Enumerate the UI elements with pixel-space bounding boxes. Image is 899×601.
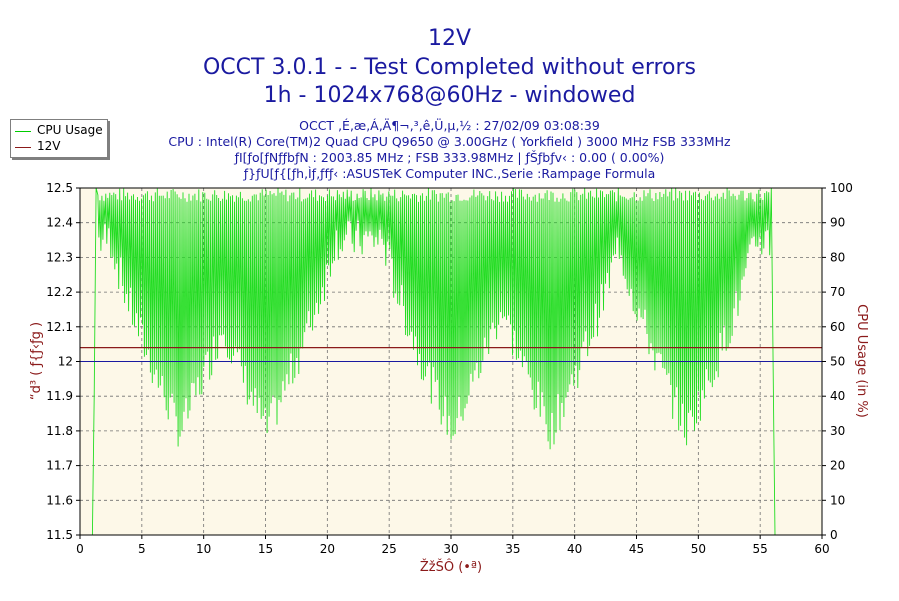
info-line-2: CPU : Intel(R) Core(TM)2 Quad CPU Q9650 … (168, 134, 731, 149)
x-tick-label-11: 55 (753, 542, 768, 556)
y-right-tick-label-4: 40 (830, 389, 845, 403)
y-left-tick-label-4: 11.9 (46, 389, 73, 403)
legend-label-12v: 12V (37, 139, 61, 153)
info-line-1: OCCT ‚É‚æ‚Á‚Ä¶¬‚³‚ê‚Ü‚µ‚½ : 27/02/09 03:… (299, 118, 600, 133)
x-tick-label-0: 0 (76, 542, 84, 556)
legend-item-12v: 12V (15, 139, 105, 155)
x-tick-label-4: 20 (320, 542, 335, 556)
x-tick-label-1: 5 (138, 542, 146, 556)
y-right-tick-label-3: 30 (830, 424, 845, 438)
info-line-4: ƒ}ƒU[ƒ{[ƒh‚Ìƒ‚ƒfƒ‹ :ASUSTeK Computer INC… (243, 166, 656, 181)
y-right-tick-label-5: 50 (830, 355, 845, 369)
y-left-tick-label-0: 11.5 (46, 528, 73, 542)
y-right-tick-label-0: 0 (830, 528, 838, 542)
y-left-tick-label-3: 11.8 (46, 424, 73, 438)
chart-subtitle: OCCT 3.0.1 - - Test Completed without er… (202, 55, 697, 80)
y-axis-right-label: CPU Usage (in %) (854, 304, 869, 418)
y-axis-left-label: “d³ ( ƒ{ƒ‹ƒg ) (29, 322, 44, 400)
x-axis-label: ŽžŠÔ (•ª) (420, 559, 482, 575)
y-left-tick-label-5: 12 (58, 355, 73, 369)
y-left-tick-label-2: 11.7 (46, 459, 73, 473)
y-left-tick-label-7: 12.2 (46, 285, 73, 299)
y-left-tick-label-9: 12.4 (46, 216, 73, 230)
chart-subtitle-2: 1h - 1024x768@60Hz - windowed (263, 83, 636, 108)
cpu-usage-series (91, 187, 776, 536)
info-line-3: ƒI[ƒo[ƒNƒƒbƒN : 2003.85 MHz ; FSB 333.98… (234, 150, 665, 165)
y-axis-left: 11.5 11.6 11.7 11.8 11.9 12 12.1 12.2 12.3 12.4 12… (46, 181, 80, 542)
y-left-tick-label-10: 12.5 (46, 181, 73, 195)
legend: CPU Usage 12V (10, 119, 108, 158)
y-right-tick-label-1: 10 (830, 493, 845, 507)
x-tick-label-2: 10 (196, 542, 211, 556)
x-tick-label-8: 40 (567, 542, 582, 556)
y-right-tick-label-9: 90 (830, 216, 845, 230)
y-left-tick-label-8: 12.3 (46, 250, 73, 264)
y-left-tick-label-1: 11.6 (46, 493, 73, 507)
series-cpu-usage-line (91, 187, 776, 536)
y-right-tick-label-10: 100 (830, 181, 853, 195)
y-axis-right: 0 10 20 30 40 50 60 70 80 90 100 (822, 181, 853, 542)
legend-label-cpu: CPU Usage (37, 123, 103, 137)
legend-swatch-cpu (15, 131, 31, 132)
y-right-tick-label-6: 60 (830, 320, 845, 334)
x-tick-label-6: 30 (443, 542, 458, 556)
x-tick-label-3: 15 (258, 542, 273, 556)
y-left-tick-label-6: 12.1 (46, 320, 73, 334)
chart-title: 12V (427, 26, 472, 51)
x-tick-label-7: 35 (505, 542, 520, 556)
x-tick-label-12: 60 (814, 542, 829, 556)
y-right-tick-label-7: 70 (830, 285, 845, 299)
x-tick-label-10: 50 (691, 542, 706, 556)
x-axis: 0 5 10 15 20 25 30 35 40 45 50 55 60 (76, 535, 830, 556)
y-right-tick-label-2: 20 (830, 459, 845, 473)
y-right-tick-label-8: 80 (830, 250, 845, 264)
x-tick-label-5: 25 (382, 542, 397, 556)
x-tick-label-9: 45 (629, 542, 644, 556)
legend-item-cpu: CPU Usage (15, 123, 105, 139)
legend-swatch-12v (15, 147, 31, 148)
